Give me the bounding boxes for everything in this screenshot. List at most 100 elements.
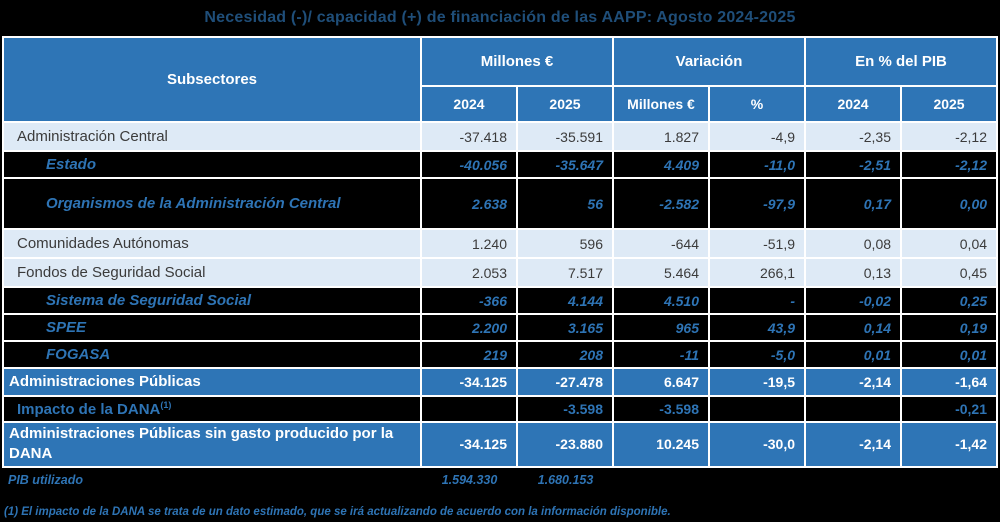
cell-value: 1.680.153 (517, 466, 613, 492)
cell-value (613, 466, 709, 492)
table-header: Subsectores Millones € Variación En % de… (2, 36, 999, 123)
row-label: Administraciones Públicas sin gasto prod… (2, 421, 422, 468)
cell-value: 0,17 (804, 177, 903, 230)
cell-value: 0,19 (900, 313, 999, 342)
cell-value: -35.591 (516, 121, 614, 152)
cell-value: -0,21 (900, 395, 999, 423)
financing-table: Subsectores Millones € Variación En % de… (2, 36, 999, 492)
table-row: Administración Central -37.418 -35.591 1.82… (2, 121, 999, 152)
cell-value: -11,0 (707, 150, 807, 179)
cell-value: 4.510 (612, 286, 710, 315)
cell-value: -1,64 (900, 367, 999, 397)
cell-value: -2,14 (804, 421, 903, 468)
cell-value: -19,5 (707, 367, 807, 397)
cell-value: -3.598 (612, 395, 710, 423)
cell-value: 2.638 (420, 177, 518, 230)
cell-value: -2,14 (804, 367, 903, 397)
column-header-subsectores: Subsectores (2, 36, 422, 123)
cell-value: 5.464 (612, 257, 710, 288)
cell-value: -35.647 (516, 150, 614, 179)
cell-value (709, 466, 806, 492)
row-label: Estado (2, 150, 422, 179)
cell-value: -97,9 (707, 177, 807, 230)
cell-value: 596 (516, 228, 614, 259)
cell-value: 43,9 (707, 313, 807, 342)
table-row: Comunidades Autónomas 1.240 596 -644 -51,9 0,… (2, 228, 999, 259)
row-label: FOGASA (2, 340, 422, 369)
cell-value: -23.880 (516, 421, 614, 468)
cell-value: -2,51 (804, 150, 903, 179)
cell-value: -366 (420, 286, 518, 315)
cell-value: 1.594.330 (421, 466, 517, 492)
row-label: Administraciones Públicas (2, 367, 422, 397)
cell-value: 4.144 (516, 286, 614, 315)
cell-value: -0,02 (804, 286, 903, 315)
cell-value: 219 (420, 340, 518, 369)
column-header-variacion-millones: Millones € (612, 85, 710, 123)
column-group-variacion: Variación (611, 36, 807, 87)
table-row: Administraciones Públicas -34.125 -27.478 6… (2, 367, 999, 397)
cell-value: 56 (516, 177, 614, 230)
table-body: Administración Central -37.418 -35.591 1.82… (2, 121, 999, 492)
row-label: Administración Central (2, 121, 422, 152)
cell-value: -4,9 (707, 121, 807, 152)
cell-value: 2.053 (420, 257, 518, 288)
cell-value: 0,25 (900, 286, 999, 315)
cell-value: 266,1 (707, 257, 807, 288)
cell-value: 6.647 (612, 367, 710, 397)
cell-value: -37.418 (420, 121, 518, 152)
footnote: (1) El impacto de la DANA se trata de un… (4, 505, 671, 518)
cell-value: - (707, 286, 807, 315)
cell-value: -11 (612, 340, 710, 369)
row-label: Fondos de Seguridad Social (2, 257, 422, 288)
column-header-2024-millones: 2024 (420, 85, 518, 123)
report-title: Necesidad (-)/ capacidad (+) de financia… (204, 9, 796, 26)
table-row: Estado -40.056 -35.647 4.409 -11,0 -2,51 -2,12 (2, 150, 999, 179)
cell-value: -27.478 (516, 367, 614, 397)
column-header-variacion-pct: % (707, 85, 807, 123)
row-label: Comunidades Autónomas (2, 228, 422, 259)
table-row: PIB utilizado 1.594.330 1.680.153 (3, 466, 998, 492)
table-row: Administraciones Públicas sin gasto prod… (2, 421, 999, 468)
row-label: Organismos de la Administración Central (2, 177, 422, 230)
row-label: Sistema de Seguridad Social (2, 286, 422, 315)
table-row: SPEE 2.200 3.165 965 43,9 0,14 0,19 (2, 313, 999, 342)
column-group-millones: Millones € (420, 36, 614, 87)
cell-value: 0,13 (804, 257, 903, 288)
cell-value: -1,42 (900, 421, 999, 468)
table-row: Fondos de Seguridad Social 2.053 7.517 5.46… (2, 257, 999, 288)
cell-value: 0,00 (900, 177, 999, 230)
cell-value (901, 466, 998, 492)
cell-value (420, 395, 518, 423)
cell-value: 0,01 (804, 340, 903, 369)
cell-value: 0,01 (900, 340, 999, 369)
column-header-2025-millones: 2025 (516, 85, 614, 123)
column-group-pib: En % del PIB (804, 36, 999, 87)
cell-value: 0,45 (900, 257, 999, 288)
cell-value: 0,14 (804, 313, 903, 342)
cell-value: -2,35 (804, 121, 903, 152)
row-label: SPEE (2, 313, 422, 342)
cell-value: 2.200 (420, 313, 518, 342)
cell-value: -2,12 (900, 121, 999, 152)
cell-value: 7.517 (516, 257, 614, 288)
table-row: Organismos de la Administración Central 2… (2, 177, 999, 230)
cell-value (805, 466, 902, 492)
column-header-2024-pib: 2024 (804, 85, 903, 123)
cell-value: -34.125 (420, 367, 518, 397)
row-label: Impacto de la DANA(1) (2, 395, 422, 423)
cell-value: -644 (612, 228, 710, 259)
table-row: Impacto de la DANA(1) -3.598 -3.598 -0,21 (2, 395, 999, 423)
cell-value: -40.056 (420, 150, 518, 179)
footnote-marker: (1) (160, 400, 172, 410)
row-label: PIB utilizado (3, 466, 421, 492)
cell-value: 208 (516, 340, 614, 369)
table-row: FOGASA 219 208 -11 -5,0 0,01 0,01 (2, 340, 999, 369)
cell-value: -2,12 (900, 150, 999, 179)
cell-value: 1.240 (420, 228, 518, 259)
cell-value: 0,08 (804, 228, 903, 259)
cell-value: -3.598 (516, 395, 614, 423)
cell-value: -2.582 (612, 177, 710, 230)
cell-value (804, 395, 903, 423)
